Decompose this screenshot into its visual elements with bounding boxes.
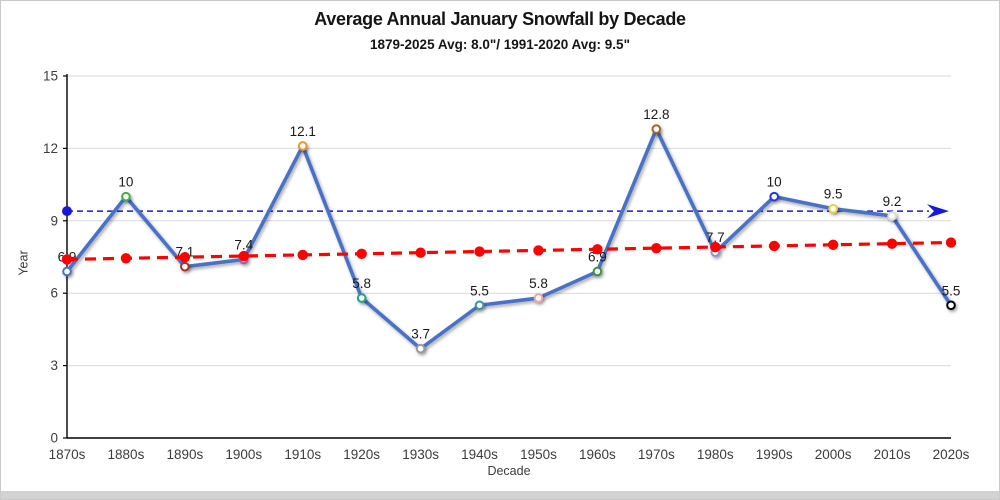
trend-point-1920s (356, 248, 367, 259)
trend-point-1950s (533, 245, 544, 256)
data-label-1930s: 3.7 (411, 327, 430, 342)
data-label-2000s: 9.5 (824, 187, 843, 202)
trend-point-1870s (61, 254, 73, 265)
chart-title: Average Annual January Snowfall by Decad… (314, 9, 686, 29)
trend-line (66, 240, 952, 262)
trend-point-1910s (297, 249, 308, 261)
x-tick-label: 2020s (933, 447, 970, 462)
trend-point-1940s (474, 246, 485, 257)
trend-point-2010s (886, 238, 898, 249)
data-point-1870s (62, 266, 72, 277)
snowfall-line (65, 127, 953, 351)
data-label-2020s: 5.5 (942, 283, 961, 298)
data-label-1920s: 5.8 (352, 276, 371, 291)
x-tick-label: 1960s (579, 447, 616, 462)
y-tick-label: 12 (43, 141, 58, 156)
x-tick-label: 1880s (108, 447, 145, 462)
trend-point-2000s (827, 239, 839, 250)
trend-point-1960s (592, 244, 603, 255)
x-tick-label: 1970s (638, 447, 675, 462)
trend-point-1970s (651, 242, 662, 254)
data-point-1880s (121, 191, 131, 202)
x-tick-label: 1980s (697, 447, 734, 462)
trend-point-2020s (945, 237, 957, 248)
y-axis-title: Year (16, 250, 31, 276)
x-tick-label: 1940s (461, 447, 498, 462)
trend-point-1980s (710, 241, 721, 253)
trend-group (61, 237, 957, 265)
trend-point-1930s (415, 247, 426, 258)
x-tick-label: 1930s (402, 447, 439, 462)
data-point-1990s (769, 191, 780, 202)
data-label-1960s: 6.9 (588, 249, 607, 264)
data-label-1910s: 12.1 (290, 124, 316, 139)
trend-point-1990s (769, 240, 780, 252)
data-point-1910s (297, 141, 308, 151)
y-tick-label: 9 (50, 213, 58, 228)
data-label-1900s: 7.4 (234, 237, 253, 252)
data-point-1890s (180, 261, 190, 272)
data-point-1940s (474, 300, 485, 311)
reference-arrow-icon (927, 204, 949, 219)
x-tick-label: 1910s (284, 447, 321, 462)
x-tick-label: 1950s (520, 447, 557, 462)
data-label-1970s: 12.8 (643, 107, 669, 122)
data-point-1920s (356, 293, 367, 303)
data-label-1940s: 5.5 (470, 283, 489, 298)
data-label-1990s: 10 (767, 175, 782, 190)
trend-point-1890s (179, 251, 191, 263)
x-tick-label: 2010s (874, 447, 911, 462)
x-tick-label: 1990s (756, 447, 793, 462)
y-tick-label: 6 (50, 286, 58, 301)
data-point-1950s (533, 293, 544, 303)
x-tick-label: 1890s (166, 447, 203, 462)
data-points-group (62, 124, 956, 354)
data-point-1960s (592, 266, 603, 277)
data-point-1930s (415, 343, 426, 354)
y-tick-label: 0 (50, 431, 58, 446)
y-tick-label: 15 (43, 69, 58, 84)
x-tick-label: 1870s (49, 447, 86, 462)
x-tick-label: 1920s (343, 447, 380, 462)
chart-subtitle: 1879-2025 Avg: 8.0"/ 1991-2020 Avg: 9.5" (370, 37, 630, 52)
trend-point-1880s (120, 253, 132, 264)
data-point-2020s (946, 300, 956, 311)
data-label-1980s: 7.7 (706, 230, 725, 245)
trend-point-1900s (238, 250, 249, 262)
x-axis-title: Decade (487, 464, 531, 478)
data-point-2010s (887, 211, 897, 221)
data-label-2010s: 9.2 (883, 194, 902, 209)
x-tick-label: 2000s (815, 447, 852, 462)
window-bottom-edge (1, 491, 999, 499)
data-label-1950s: 5.8 (529, 276, 548, 291)
data-point-1970s (651, 124, 662, 134)
data-label-1880s: 10 (118, 175, 133, 190)
x-tick-label: 1900s (225, 447, 262, 462)
reference-start-dot (62, 206, 72, 217)
data-point-2000s (828, 203, 838, 214)
y-tick-label: 3 (50, 358, 58, 373)
